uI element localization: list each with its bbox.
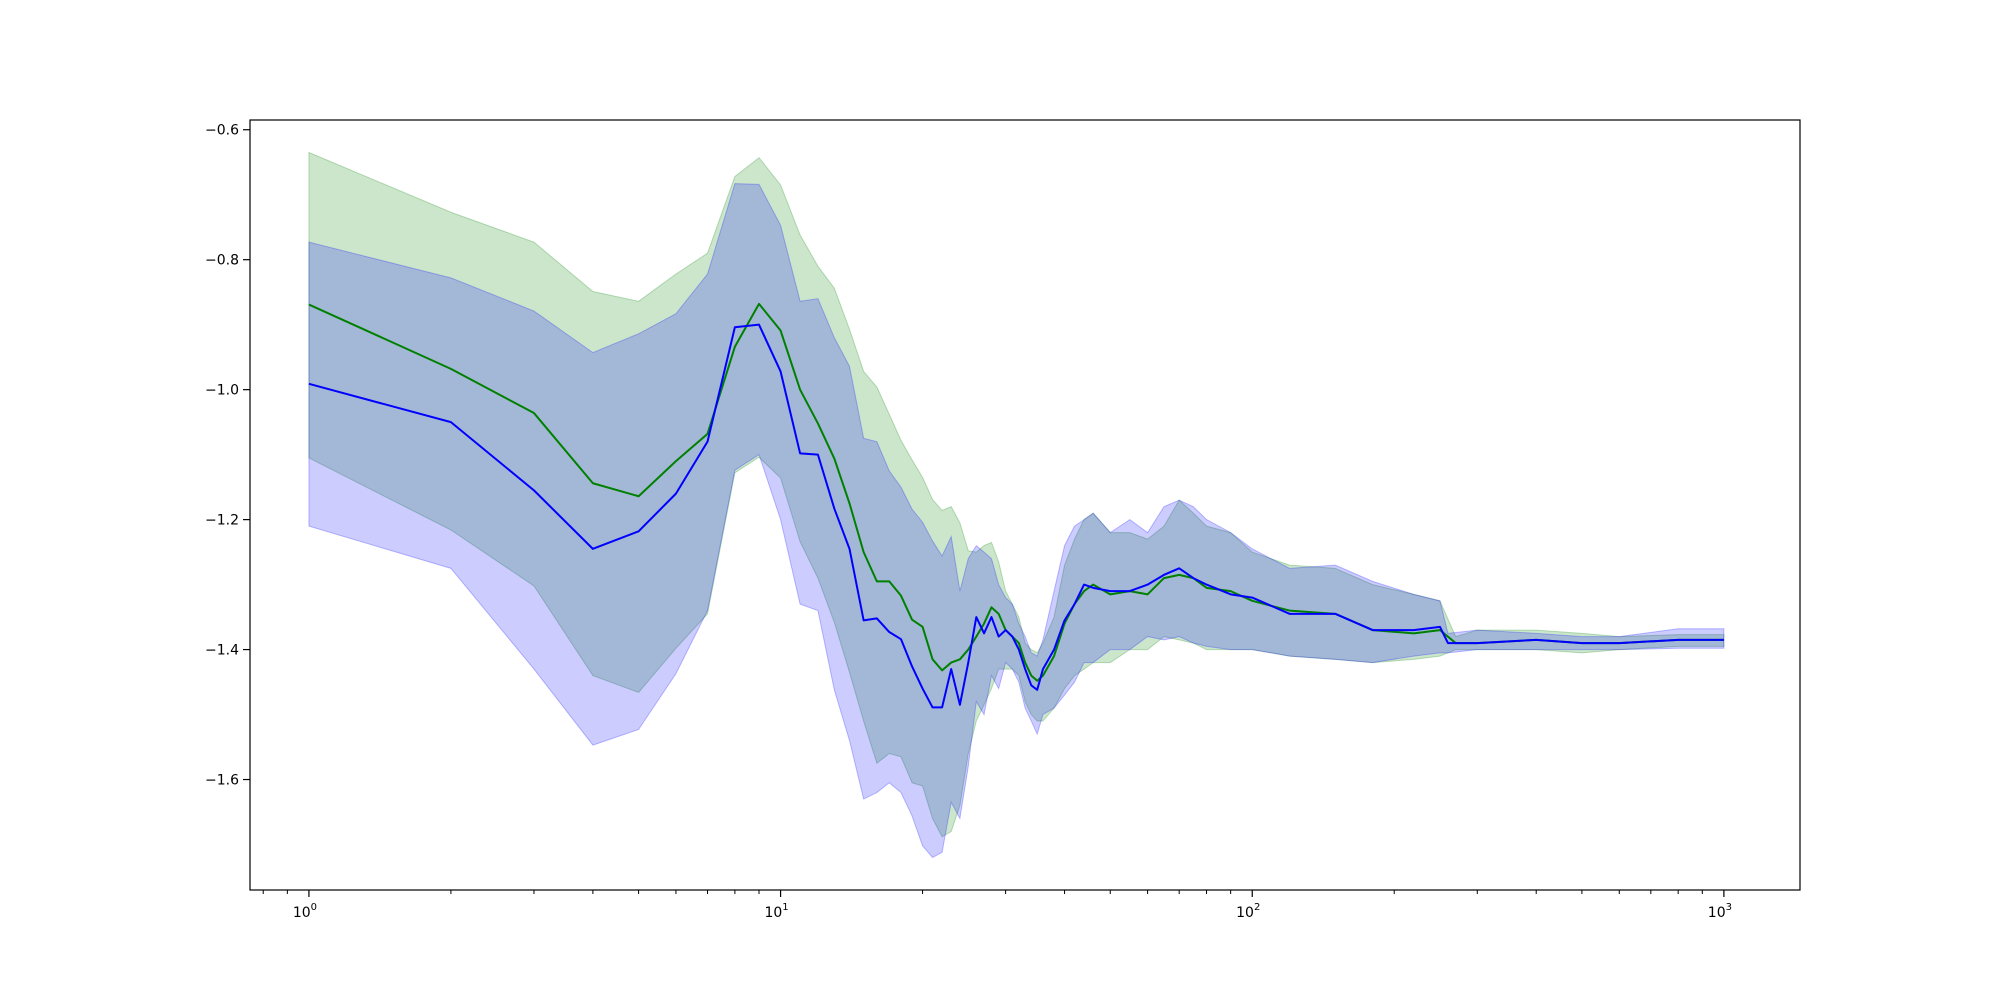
series-2-band bbox=[308, 183, 1725, 859]
x-tick-label-1: 101 bbox=[764, 902, 788, 921]
lines-layer bbox=[308, 302, 1724, 709]
y-tick-label-5: −1.6 bbox=[205, 773, 239, 789]
x-tick-label-2: 102 bbox=[1236, 902, 1260, 921]
y-axis: −0.6 −0.8 −1.0 −1.2 −1.4 −1.6 bbox=[205, 123, 250, 789]
x-tick-label-3: 103 bbox=[1708, 902, 1732, 921]
series-2-line bbox=[308, 323, 1724, 709]
bands-layer bbox=[308, 151, 1725, 859]
x-tick-label-0: 100 bbox=[293, 902, 317, 921]
y-tick-label-2: −1.0 bbox=[205, 383, 239, 399]
plot-frame bbox=[249, 119, 1801, 891]
x-axis: 100 101 102 103 bbox=[262, 890, 1732, 921]
y-tick-label-0: −0.6 bbox=[205, 123, 239, 139]
y-tick-label-4: −1.4 bbox=[205, 643, 239, 659]
series-1-band bbox=[308, 151, 1725, 838]
y-tick-label-1: −0.8 bbox=[205, 253, 239, 269]
y-tick-label-3: −1.2 bbox=[205, 513, 239, 529]
